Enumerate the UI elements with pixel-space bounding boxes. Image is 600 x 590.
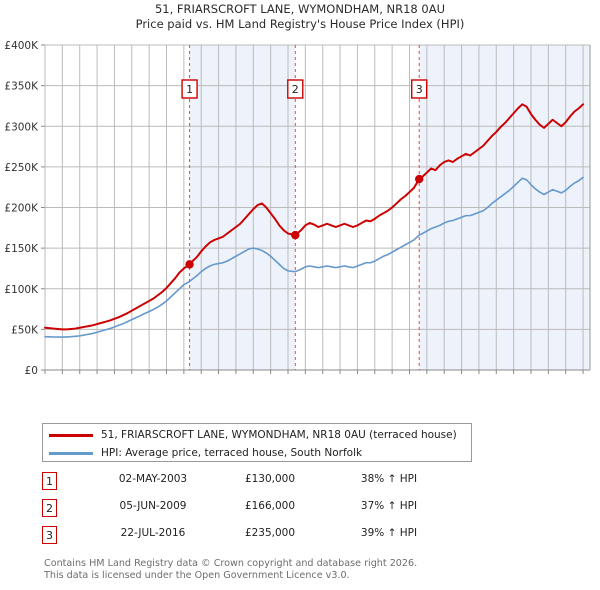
table-row: 3 22-JUL-2016 £235,000 39% ↑ HPI — [42, 524, 472, 551]
transaction-hpi-delta: 37% ↑ HPI — [360, 500, 418, 512]
y-axis-tick-label: £250K — [4, 162, 39, 174]
transaction-date: 05-JUN-2009 — [119, 500, 187, 512]
marker-badge-2[interactable] — [287, 79, 304, 99]
transaction-index-badge: 1 — [42, 472, 57, 490]
transaction-price: £235,000 — [244, 527, 296, 539]
page-title: 51, FRIARSCROFT LANE, WYMONDHAM, NR18 0A… — [0, 2, 600, 32]
footer-attribution: Contains HM Land Registry data © Crown c… — [44, 558, 564, 581]
y-axis-tick-label: £150K — [4, 243, 39, 255]
transaction-price: £130,000 — [244, 473, 296, 485]
transaction-index-badge: 2 — [42, 499, 57, 517]
transactions-table: 1 02-MAY-2003 £130,000 38% ↑ HPI 2 05-JU… — [42, 470, 472, 551]
y-axis-tick-label: £50K — [11, 324, 39, 336]
table-row: 1 02-MAY-2003 £130,000 38% ↑ HPI — [42, 470, 472, 497]
sale-point-1[interactable] — [185, 260, 194, 269]
marker-badge-label-3: 3 — [416, 83, 423, 96]
transaction-hpi-delta: 39% ↑ HPI — [360, 527, 418, 539]
title-line-1: 51, FRIARSCROFT LANE, WYMONDHAM, NR18 0A… — [154, 2, 446, 16]
sale-point-3[interactable] — [415, 174, 424, 184]
y-axis-tick-label: £0 — [25, 365, 38, 375]
y-axis-tick-label: £400K — [4, 40, 39, 52]
price-history-chart: £0 £50K £100K £150K £200K £250K £300K £350K £400… — [0, 40, 600, 375]
title-line-2: Price paid vs. HM Land Registry's House … — [135, 17, 465, 31]
transaction-hpi-delta: 38% ↑ HPI — [360, 473, 418, 485]
legend-label-hpi: HPI: Average price, terraced house, Sout… — [101, 447, 363, 459]
legend-label-property: 51, FRIARSCROFT LANE, WYMONDHAM, NR18 0A… — [101, 429, 457, 441]
transaction-date: 02-MAY-2003 — [118, 473, 188, 485]
footer-line-1: Contains HM Land Registry data © Crown c… — [44, 558, 418, 569]
y-axis-tick-label: £100K — [4, 284, 39, 296]
marker-badge-label-1: 1 — [186, 83, 193, 96]
legend-swatch-property — [49, 433, 93, 437]
legend-item-hpi: HPI: Average price, terraced house, Sout… — [49, 444, 471, 462]
table-row: 2 05-JUN-2009 £166,000 37% ↑ HPI — [42, 497, 472, 524]
y-axis-tick-label: £300K — [4, 121, 39, 133]
transaction-date: 22-JUL-2016 — [120, 527, 186, 539]
y-axis-tick-label: £200K — [4, 203, 39, 215]
footer-line-2: This data is licensed under the Open Gov… — [44, 569, 350, 581]
y-axis-tick-label: £350K — [4, 81, 39, 93]
series-line-property — [44, 103, 585, 331]
chart-legend: 51, FRIARSCROFT LANE, WYMONDHAM, NR18 0A… — [42, 423, 472, 462]
transaction-price: £166,000 — [244, 500, 296, 512]
chart-canvas: £0 £50K £100K £150K £200K £250K £300K £350K £400… — [4, 40, 591, 375]
transaction-index-badge: 3 — [42, 526, 57, 544]
legend-swatch-hpi — [49, 451, 93, 455]
legend-item-property: 51, FRIARSCROFT LANE, WYMONDHAM, NR18 0A… — [49, 426, 471, 444]
marker-badge-1[interactable] — [181, 79, 198, 99]
sale-point-2[interactable] — [291, 230, 300, 240]
series-line-hpi — [44, 176, 584, 338]
marker-badge-label-2: 2 — [292, 83, 299, 96]
marker-badge-3[interactable] — [411, 79, 428, 99]
